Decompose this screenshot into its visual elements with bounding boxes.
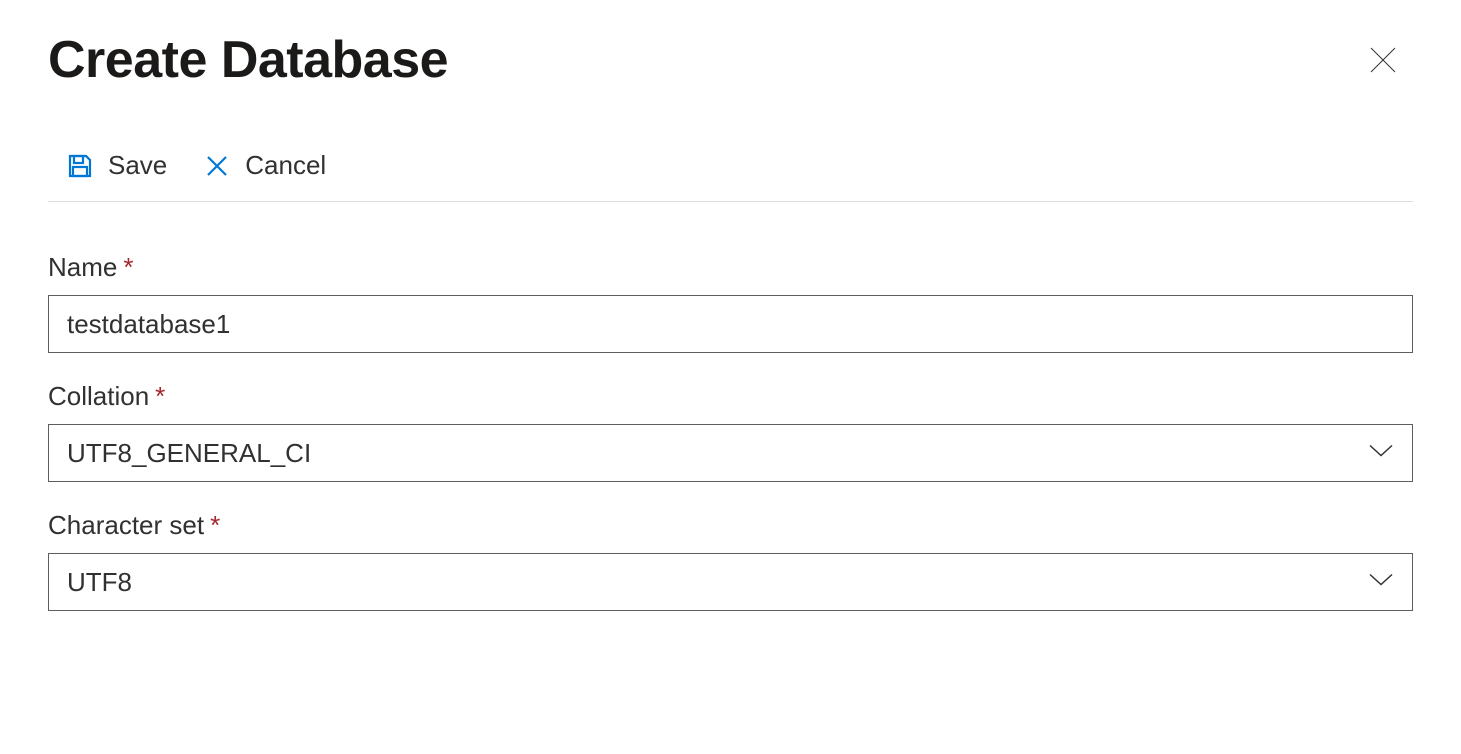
charset-select-value: UTF8	[67, 567, 132, 598]
required-asterisk: *	[210, 510, 220, 540]
required-asterisk: *	[155, 381, 165, 411]
close-icon	[1367, 63, 1399, 80]
collation-select-value: UTF8_GENERAL_CI	[67, 438, 311, 469]
name-label: Name*	[48, 252, 133, 283]
name-label-text: Name	[48, 252, 117, 282]
collation-label-text: Collation	[48, 381, 149, 411]
cancel-button[interactable]: Cancel	[203, 150, 326, 181]
close-button[interactable]	[1363, 40, 1403, 85]
charset-label: Character set*	[48, 510, 220, 541]
cancel-button-label: Cancel	[245, 150, 326, 181]
charset-select[interactable]: UTF8	[48, 553, 1413, 611]
collation-select-wrapper: UTF8_GENERAL_CI	[48, 424, 1413, 482]
collation-label: Collation*	[48, 381, 165, 412]
form-group-charset: Character set* UTF8	[48, 510, 1413, 611]
toolbar: Save Cancel	[48, 150, 1413, 202]
cancel-icon	[203, 152, 231, 180]
save-button-label: Save	[108, 150, 167, 181]
collation-select[interactable]: UTF8_GENERAL_CI	[48, 424, 1413, 482]
form-group-collation: Collation* UTF8_GENERAL_CI	[48, 381, 1413, 482]
save-icon	[66, 152, 94, 180]
header-row: Create Database	[48, 30, 1413, 90]
charset-select-wrapper: UTF8	[48, 553, 1413, 611]
charset-label-text: Character set	[48, 510, 204, 540]
save-button[interactable]: Save	[66, 150, 167, 181]
form-group-name: Name*	[48, 252, 1413, 353]
name-input[interactable]	[48, 295, 1413, 353]
page-title: Create Database	[48, 30, 448, 90]
required-asterisk: *	[123, 252, 133, 282]
